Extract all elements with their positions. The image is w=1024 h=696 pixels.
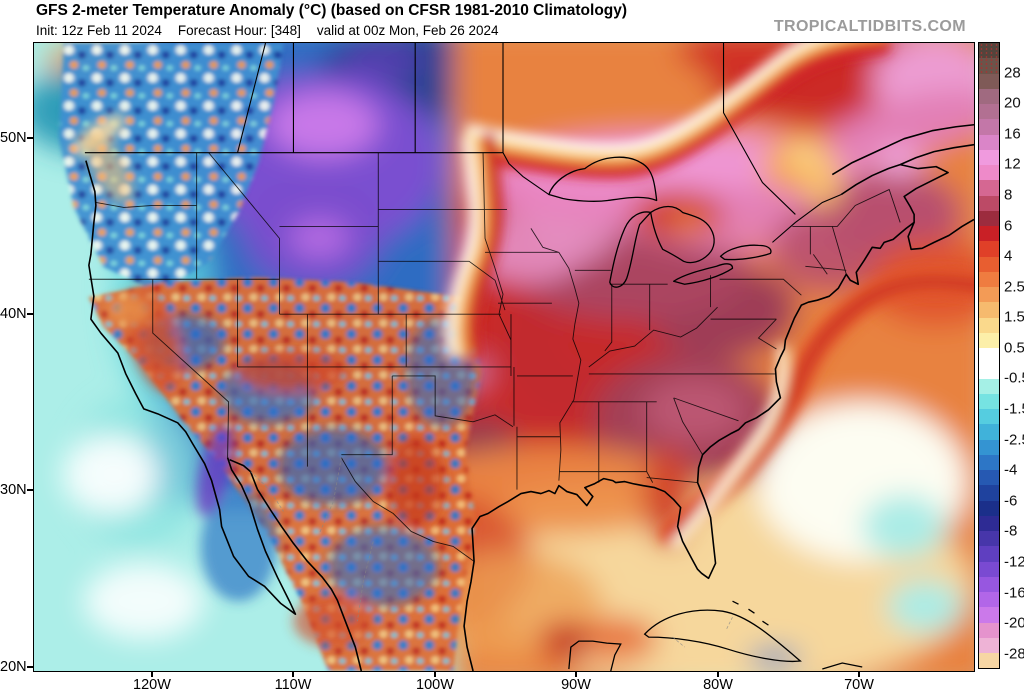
great-lakes xyxy=(548,156,772,288)
colorbar-label: 4 xyxy=(1004,247,1013,265)
lon-tick-label: 80W xyxy=(703,677,733,693)
colorbar-segment xyxy=(979,241,999,257)
init-time: Init: 12z Feb 11 2024 xyxy=(36,23,162,38)
colorbar-segment xyxy=(979,546,999,562)
colorbar-label: 12 xyxy=(1004,155,1021,173)
colorbar-segment xyxy=(979,226,999,242)
lat-tick xyxy=(27,313,33,315)
colorbar-segment xyxy=(979,119,999,135)
lon-tick xyxy=(151,672,153,677)
colorbar-segment xyxy=(979,576,999,592)
colorbar-segment xyxy=(979,439,999,455)
transition-bands xyxy=(71,43,974,648)
colorbar-label: -20 xyxy=(1004,614,1024,632)
colorbar-segment xyxy=(979,73,999,89)
colorbar-label: -6 xyxy=(1004,492,1018,510)
canada-border xyxy=(84,43,842,243)
colorbar-label: -2.5 xyxy=(1004,431,1024,449)
colorbar-segment xyxy=(979,271,999,287)
mexico-borders xyxy=(250,457,733,648)
anomaly-map-svg xyxy=(34,43,974,671)
lon-tick-label: 120W xyxy=(133,677,171,693)
map-canvas xyxy=(33,42,975,672)
coastline xyxy=(85,123,974,671)
colorbar-label: 28 xyxy=(1004,64,1021,82)
colorbar-segment xyxy=(979,607,999,623)
colorbar-label: 16 xyxy=(1004,125,1021,143)
colorbar-segment xyxy=(979,287,999,303)
colorbar-label: 8 xyxy=(1004,186,1013,204)
lat-tick xyxy=(27,137,33,139)
colorbar-label: 2.5 xyxy=(1004,278,1024,296)
colorbar-labels: 28 20 16 12 8 6 4 2.5 1.5 0.5 -0.5 -1.5 -2.5 -4 -6 -8 -1… xyxy=(1004,42,1024,669)
forecast-hour: Forecast Hour: [348] xyxy=(177,23,301,38)
lon-tick-label: 110W xyxy=(274,677,312,693)
page-title: GFS 2-meter Temperature Anomaly (°C) (ba… xyxy=(36,2,628,19)
colorbar-segment xyxy=(979,348,999,364)
colorbar-segment xyxy=(979,43,999,59)
colorbar-segment xyxy=(979,88,999,104)
lat-tick-label: 20N xyxy=(0,659,27,675)
lon-tick xyxy=(858,672,860,677)
colorbar-segment xyxy=(979,622,999,638)
colorbar-segment xyxy=(979,470,999,486)
colorbar-label: 0.5 xyxy=(1004,339,1024,357)
colorbar-segment xyxy=(979,409,999,425)
site-watermark: TROPICALTIDBITS.COM xyxy=(773,18,966,35)
colorbar-label: -16 xyxy=(1004,584,1024,602)
colorbar-segment xyxy=(979,210,999,226)
colorbar-segment xyxy=(979,515,999,531)
colorbar-segment xyxy=(979,58,999,74)
colorbar-segment xyxy=(979,637,999,653)
lat-tick-label: 50N xyxy=(0,130,27,146)
colorbar-segment xyxy=(979,134,999,150)
lat-tick-label: 40N xyxy=(0,306,27,322)
state-borders xyxy=(88,152,901,562)
colorbar-segment xyxy=(979,393,999,409)
lon-tick-label: 90W xyxy=(561,677,591,693)
colorbar-segment xyxy=(979,195,999,211)
colorbar-segment xyxy=(979,653,999,669)
lon-tick-label: 70W xyxy=(844,677,874,693)
colorbar-segment xyxy=(979,424,999,440)
colorbar-segment xyxy=(979,149,999,165)
colorbar-segment xyxy=(979,317,999,333)
lon-tick-label: 100W xyxy=(416,677,454,693)
colorbar-segment xyxy=(979,363,999,379)
colorbar-segment xyxy=(979,302,999,318)
colorbar-label: 6 xyxy=(1004,217,1013,234)
run-info: Init: 12z Feb 11 2024 Forecast Hour: [348… xyxy=(36,23,515,38)
colorbar-segment xyxy=(979,104,999,120)
colorbar-label: -1.5 xyxy=(1004,400,1024,418)
colorbar-segment xyxy=(979,500,999,516)
lon-tick xyxy=(434,672,436,677)
valid-time: valid at 00z Mon, Feb 26 2024 xyxy=(316,23,499,38)
colorbar-segment xyxy=(979,378,999,394)
colorbar-segment xyxy=(979,592,999,608)
colorbar-label: -12 xyxy=(1004,553,1024,571)
lat-tick xyxy=(27,489,33,491)
colorbar-label: -0.5 xyxy=(1004,369,1024,387)
lon-tick xyxy=(575,672,577,677)
colorbar-segment xyxy=(979,561,999,577)
colorbar-segment xyxy=(979,531,999,547)
lat-tick-label: 30N xyxy=(0,482,27,498)
colorbar-label: -4 xyxy=(1004,461,1018,479)
colorbar-segment xyxy=(979,256,999,272)
colorbar xyxy=(978,42,1000,669)
colorbar-label: -8 xyxy=(1004,522,1018,540)
lon-tick xyxy=(717,672,719,677)
colorbar-segment xyxy=(979,454,999,470)
colorbar-segment xyxy=(979,180,999,196)
colorbar-label: 20 xyxy=(1004,94,1021,112)
lon-tick xyxy=(292,672,294,677)
colorbar-segment xyxy=(979,485,999,501)
colorbar-label: -28 xyxy=(1004,645,1024,663)
lat-tick xyxy=(27,666,33,668)
colorbar-segment xyxy=(979,332,999,348)
caribbean-islands xyxy=(568,600,863,671)
colorbar-segment xyxy=(979,165,999,181)
colorbar-label: 1.5 xyxy=(1004,308,1024,326)
